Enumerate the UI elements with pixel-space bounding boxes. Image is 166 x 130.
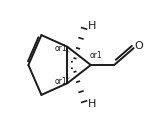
Text: H: H [88, 99, 96, 109]
Text: or1: or1 [55, 77, 67, 86]
Text: or1: or1 [55, 44, 67, 53]
Text: O: O [134, 41, 143, 50]
Text: H: H [88, 21, 96, 31]
Text: or1: or1 [90, 51, 102, 60]
